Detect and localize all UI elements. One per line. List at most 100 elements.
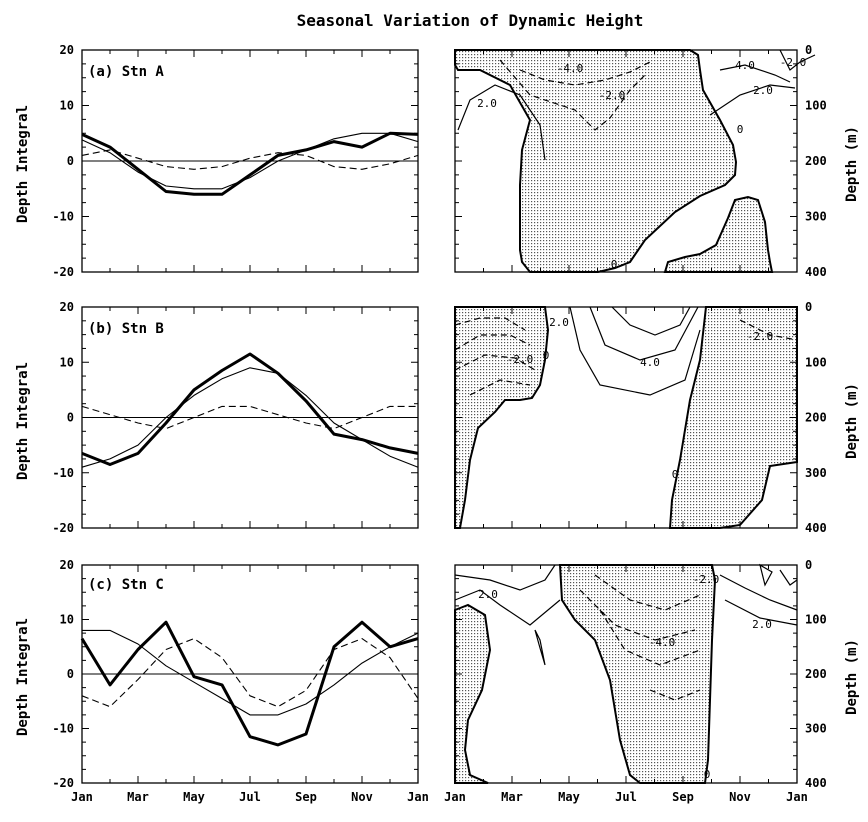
shaded-region xyxy=(663,195,774,273)
x-tick-label: Mar xyxy=(501,790,523,804)
contour-panel-a xyxy=(454,49,816,273)
contour-line xyxy=(579,589,696,641)
y-tick-label: 0 xyxy=(67,411,74,425)
y-tick-label: 10 xyxy=(60,355,74,369)
y-tick-label: -10 xyxy=(52,210,74,224)
depth-tick-label: 0 xyxy=(805,558,812,572)
depth-tick-label: 200 xyxy=(805,667,827,681)
y-tick-label: -20 xyxy=(52,265,74,279)
ylabel-left-c: Depth Integral xyxy=(15,618,31,736)
depth-tick-label: 300 xyxy=(805,466,827,480)
depth-tick-label: 200 xyxy=(805,154,827,168)
x-tick-label: Nov xyxy=(351,790,373,804)
contour-label: 2.0 xyxy=(477,97,497,110)
contour-line xyxy=(499,59,646,131)
contour-label: -2.0 xyxy=(747,330,774,343)
contour-line xyxy=(599,609,701,666)
contour-line xyxy=(454,589,561,626)
x-tick-label: Jan xyxy=(407,790,429,804)
contour-label: 2.0 xyxy=(753,84,773,97)
series-line-thick xyxy=(81,131,419,196)
contour-label: 2.0 xyxy=(752,618,772,631)
contour-line xyxy=(519,61,651,86)
depth-tick-label: 400 xyxy=(805,776,827,790)
contour-line xyxy=(569,306,701,396)
contour-line xyxy=(779,569,798,586)
panel-label-c: (c) Stn C xyxy=(88,577,164,593)
y-tick-label: 10 xyxy=(60,99,74,113)
x-tick-label: Jul xyxy=(615,790,637,804)
shaded-region xyxy=(454,49,738,273)
contour-line xyxy=(454,354,536,371)
series-line-thin xyxy=(81,367,419,468)
shaded-region xyxy=(558,564,717,784)
contour-label: 0 xyxy=(611,258,618,271)
x-tick-label: Nov xyxy=(729,790,751,804)
contour-line xyxy=(454,317,526,331)
contour-label: 0 xyxy=(543,349,550,362)
y-tick-label: -20 xyxy=(52,776,74,790)
contour-line xyxy=(709,84,796,116)
contour-line xyxy=(649,689,701,701)
y-tick-label: -10 xyxy=(52,466,74,480)
ylabel-right-c: Depth (m) xyxy=(844,639,860,715)
series-line-dashed xyxy=(81,405,418,430)
contour-label: -2.0 xyxy=(599,89,626,102)
panel-label-b: (b) Stn B xyxy=(88,321,164,337)
contour-panel-b xyxy=(454,306,798,529)
contour-label: -4.0 xyxy=(557,62,584,75)
ylabel-left-b: Depth Integral xyxy=(15,362,31,480)
contour-panel-c xyxy=(454,563,798,784)
contour-line xyxy=(611,306,691,336)
contour-line xyxy=(469,379,531,396)
x-tick-label: Sep xyxy=(672,790,694,804)
contour-label: 4.0 xyxy=(735,59,755,72)
depth-tick-label: 0 xyxy=(805,300,812,314)
depth-tick-label: 100 xyxy=(805,613,827,627)
y-tick-label: 0 xyxy=(67,154,74,168)
contour-label: -4.0 xyxy=(649,636,676,649)
x-tick-label: Jul xyxy=(239,790,261,804)
contour-line xyxy=(454,564,556,591)
contour-line xyxy=(719,574,798,611)
y-tick-label: -10 xyxy=(52,722,74,736)
x-tick-label: Jan xyxy=(71,790,93,804)
contour-line xyxy=(457,84,546,161)
depth-tick-label: 300 xyxy=(805,722,827,736)
depth-tick-label: 0 xyxy=(805,43,812,57)
y-tick-label: 20 xyxy=(60,558,74,572)
x-tick-label: Jan xyxy=(444,790,466,804)
depth-tick-label: 100 xyxy=(805,355,827,369)
depth-tick-label: 400 xyxy=(805,521,827,535)
shaded-region xyxy=(668,306,798,529)
contour-label: 0 xyxy=(737,123,744,136)
contour-line xyxy=(719,64,791,83)
shaded-region xyxy=(454,603,492,784)
series-line-dashed xyxy=(81,638,419,708)
contour-label: -2.0 xyxy=(780,56,807,69)
contour-label: 4.0 xyxy=(640,356,660,369)
contour-line xyxy=(594,574,701,611)
contour-line xyxy=(724,599,798,626)
contour-label: -2.0 xyxy=(693,573,720,586)
depth-tick-label: 300 xyxy=(805,210,827,224)
x-tick-label: Jan xyxy=(786,790,808,804)
contour-line xyxy=(779,49,816,71)
y-tick-label: -20 xyxy=(52,521,74,535)
shaded-region xyxy=(454,306,550,529)
x-tick-label: Sep xyxy=(295,790,317,804)
contour-label: -2.0 xyxy=(507,353,534,366)
depth-tick-label: 100 xyxy=(805,99,827,113)
y-tick-label: 20 xyxy=(60,300,74,314)
y-tick-label: 10 xyxy=(60,613,74,627)
ylabel-left-a: Depth Integral xyxy=(15,105,31,223)
contour-label: 0 xyxy=(704,768,711,781)
y-tick-label: 20 xyxy=(60,43,74,57)
depth-tick-label: 200 xyxy=(805,411,827,425)
contour-line xyxy=(589,306,699,361)
series-line-thin xyxy=(82,629,419,716)
contour-line xyxy=(454,334,531,351)
contour-line xyxy=(534,629,546,666)
series-line-dashed xyxy=(81,149,419,170)
